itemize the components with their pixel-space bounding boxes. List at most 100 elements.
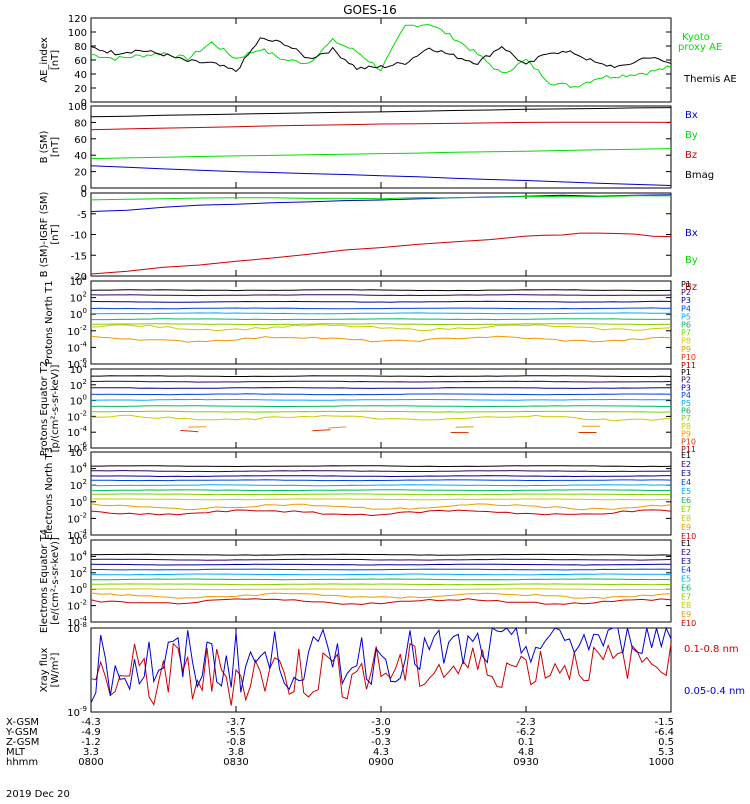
y-tick-exponent: -4 [80,340,88,348]
channel-label-e9: E9 [681,523,691,532]
y-tick-exponent: -2 [80,599,87,607]
flux-line-e1 [91,466,671,467]
y-tick-exponent: 4 [83,462,88,470]
channel-label-e5: E5 [681,487,691,496]
flux-line-e5 [91,485,671,486]
y-axis-label: Electrons North T3 [44,447,55,540]
legend-proxy-ae: proxy AE [678,42,722,53]
flux-line-p4 [91,394,671,395]
y-tick-label: 10-2 [67,511,87,525]
y-tick-label: 100 [68,102,87,113]
y-axis-label: AE_index [39,37,50,83]
y-tick-exponent: -2 [80,324,87,332]
flux-line-e6 [91,579,671,580]
y-tick-label: 80 [74,118,87,129]
xaxis-value: 0930 [513,757,538,768]
channel-label-e1: E1 [681,451,691,460]
y-tick-label: 100 [70,307,87,321]
panel-frame-1 [91,18,671,102]
channel-label-e3: E3 [681,469,691,478]
y-tick-label: 40 [74,70,87,81]
y-tick-label: 102 [70,478,87,492]
y-axis-label: Protons Equator T2 [39,361,50,457]
y-axis-label: Protons North T1 [44,280,55,364]
series-line-themis-ae [91,38,671,72]
flux-line-e7 [91,494,671,495]
y-axis-label: [e/(cm²-s-sr-keV)] [50,537,61,625]
y-tick-label: 102 [70,291,87,305]
flux-line-e5 [91,574,671,575]
legend-xray-long: 0.1-0.8 nm [684,644,739,655]
flux-line-p9 [91,336,671,342]
flux-line-e2 [91,559,671,560]
flux-line-e2 [91,471,671,472]
flux-line-p9 [328,427,346,428]
y-tick-label: 80 [74,42,87,53]
flux-line-p7 [91,411,671,412]
y-tick-exponent: 0 [83,307,87,315]
y-tick-label: 10-4 [67,340,87,354]
flux-line-p10 [180,430,198,431]
y-tick-exponent: 4 [83,549,88,557]
y-tick-label: 102 [70,378,87,392]
series-line-bz [91,122,671,130]
channel-label-e10: E10 [681,619,696,628]
legend-b-bx: Bx [685,110,698,121]
series-line-bz [91,233,671,274]
panel-frame-5 [91,369,671,448]
channel-label-e7: E7 [681,592,691,601]
panel-frame-7 [91,540,671,622]
y-tick-label: 106 [70,445,88,459]
channel-label-e1: E1 [681,539,691,548]
legend-xray-short: 0.05-0.4 nm [684,686,745,697]
y-tick-label: 104 [70,362,88,376]
flux-line-e8 [91,589,671,590]
y-tick-exponent: 6 [83,445,88,453]
xaxis-value: 0900 [368,757,393,768]
y-tick-label: 100 [70,582,87,596]
channel-label-e6: E6 [681,496,691,505]
xray-line-long [91,644,671,706]
channel-label-e8: E8 [681,601,691,610]
channel-label-e3: E3 [681,557,691,566]
channel-label-e6: E6 [681,583,691,592]
y-tick-exponent: 2 [83,378,87,386]
channel-label-e4: E4 [681,566,691,575]
y-axis-label: [nT] [50,224,61,244]
y-tick-label: 104 [70,274,88,288]
channel-label-e7: E7 [681,505,691,514]
y-tick-label: 60 [74,56,87,67]
y-tick-label: 20 [74,84,87,95]
channel-label-e4: E4 [681,478,691,487]
flux-line-p6 [91,319,671,320]
y-tick-label: 100 [68,28,87,39]
y-tick-exponent: -9 [80,705,87,713]
flux-line-p1 [91,376,671,377]
xaxis-value: 1000 [649,757,674,768]
flux-line-e4 [91,480,671,481]
xaxis-value: 0800 [78,757,103,768]
y-tick-label: 60 [74,135,87,146]
flux-line-p10 [312,430,330,431]
flux-line-e4 [91,569,671,570]
xray-line-short [91,628,671,703]
legend-db-by: By [685,255,698,266]
flux-line-p3 [91,388,671,389]
channel-label-e2: E2 [681,460,691,469]
flux-line-p1 [91,290,671,291]
y-tick-label: 10-4 [67,425,87,439]
y-tick-exponent: -8 [80,621,87,629]
y-tick-exponent: 2 [83,478,87,486]
panel-frame-4 [91,281,671,364]
flux-line-p8 [91,325,671,331]
legend-b-bz: Bz [685,150,697,161]
y-axis-label: B (SM) [39,130,50,163]
legend-db-bx: Bx [685,228,698,239]
y-tick-exponent: 2 [83,566,87,574]
y-tick-label: 106 [70,533,88,547]
y-tick-label: 40 [74,151,87,162]
flux-line-e7 [91,584,671,585]
y-tick-label: 10-2 [67,324,87,338]
y-tick-label: 104 [70,462,88,476]
